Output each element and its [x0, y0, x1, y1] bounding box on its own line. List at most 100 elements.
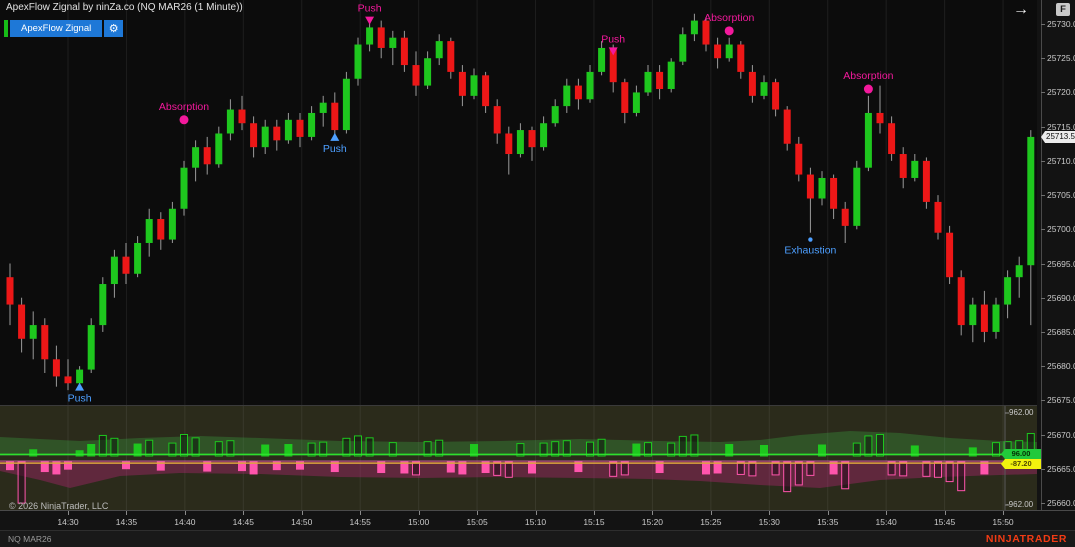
- delta-bar-positive: [667, 442, 676, 457]
- annotation-push: Push: [358, 3, 382, 25]
- delta-bar-negative: [272, 461, 281, 471]
- candle-down: [377, 27, 385, 48]
- time-tick-label: 15:30: [758, 517, 780, 527]
- annotation-label: Push: [323, 143, 347, 155]
- candle-up: [853, 167, 861, 226]
- delta-bar-negative: [528, 461, 536, 474]
- price-axis[interactable]: 25730.00 25725.00 25720.00 25715.00 25710.00…: [0, 0, 1075, 510]
- annotation-label: Absorption: [843, 70, 893, 82]
- candle-down: [888, 123, 896, 155]
- candle-down: [876, 112, 884, 124]
- delta-bar-positive: [586, 441, 594, 457]
- delta-bar-negative: [446, 461, 455, 473]
- candle-down: [458, 71, 466, 96]
- indicator-toolbar: ApexFlow Zignal ⚙: [4, 20, 124, 37]
- candle-up: [145, 219, 153, 243]
- delta-bar-negative: [64, 461, 72, 470]
- annotation-absorption: Absorption: [159, 101, 209, 125]
- candle-down: [946, 232, 954, 278]
- delta-bar-positive: [876, 433, 884, 457]
- candle-down: [737, 44, 745, 72]
- annotation-push: Push: [323, 132, 347, 155]
- delta-bar-positive: [968, 447, 977, 457]
- delta-bar-negative: [655, 461, 664, 474]
- candle-up: [192, 147, 200, 168]
- candle-up: [551, 106, 559, 124]
- annotation-label: Absorption: [159, 101, 209, 113]
- candle-up: [911, 160, 919, 178]
- delta-bar-negative: [17, 461, 26, 504]
- candle-up: [134, 242, 142, 274]
- candle-down: [400, 37, 408, 66]
- delta-bar-positive: [690, 434, 699, 457]
- delta-bar-positive: [725, 444, 734, 457]
- time-tick-label: 15:00: [407, 517, 430, 527]
- delta-bar-negative: [841, 461, 850, 490]
- candle-down: [795, 143, 803, 175]
- delta-bar-negative: [702, 461, 710, 475]
- time-tick-mark: [769, 511, 771, 515]
- candle-down: [934, 201, 942, 233]
- lower-scale-min-label: -962.00: [1006, 500, 1034, 509]
- time-tick-mark: [68, 511, 69, 515]
- fixed-scale-button[interactable]: F: [1056, 3, 1070, 16]
- scroll-to-latest-arrow-icon[interactable]: →: [1013, 1, 1029, 18]
- price-tick-mark: [1041, 195, 1045, 197]
- indicator-settings-button[interactable]: ⚙: [104, 20, 124, 37]
- apexflow-zignal-button[interactable]: ApexFlow Zignal: [10, 20, 103, 37]
- price-tick-label: 25665.00: [1047, 463, 1075, 474]
- copyright-note: © 2026 NinjaTrader, LLC: [9, 501, 109, 511]
- dot-marker-icon: [179, 115, 189, 125]
- time-tick-mark: [593, 511, 595, 515]
- triangle-down-icon: [608, 47, 618, 56]
- price-tick-label: 25675.00: [1047, 395, 1075, 406]
- chart-title: ApexFlow Zignal by ninZa.co (NQ MAR26 (1…: [6, 2, 243, 13]
- annotation-push: Push: [68, 382, 92, 405]
- time-tick-mark: [535, 511, 537, 515]
- price-tick-label: 25720.00: [1047, 87, 1075, 98]
- triangle-up-icon: [330, 132, 340, 141]
- candle-up: [690, 20, 698, 35]
- price-tick-mark: [1041, 263, 1045, 265]
- candle-up: [969, 304, 977, 326]
- candle-up: [354, 44, 362, 79]
- candle-up: [679, 34, 687, 62]
- delta-bar-positive: [435, 439, 444, 457]
- delta-bar-negative: [238, 461, 246, 472]
- candle-up: [110, 256, 118, 285]
- delta-bar-positive: [760, 444, 768, 457]
- delta-bar-negative: [481, 461, 490, 474]
- time-tick-label: 14:40: [174, 517, 196, 527]
- candle-down: [41, 325, 49, 360]
- delta-bar-negative: [922, 461, 931, 477]
- candle-down: [6, 277, 14, 305]
- delta-bar-negative: [6, 461, 14, 471]
- time-tick-mark: [652, 511, 654, 515]
- indicator-color-stripe: [4, 20, 8, 37]
- price-chart-canvas[interactable]: Push Absorption Push Push Push Absorption Exha…: [0, 0, 1041, 510]
- candle-down: [772, 82, 780, 110]
- time-tick-mark: [184, 511, 186, 515]
- delta-bar-negative: [771, 461, 780, 476]
- time-tick-label: 15:10: [524, 517, 547, 527]
- delta-bar-negative: [934, 461, 942, 478]
- delta-bar-negative: [493, 461, 502, 476]
- delta-bar-negative: [713, 461, 722, 474]
- annotation-label: Absorption: [704, 12, 754, 24]
- delta-bar-negative: [458, 461, 467, 475]
- candle-down: [922, 160, 930, 202]
- annotation-label: Push: [358, 3, 382, 15]
- candle-up: [226, 109, 234, 134]
- triangle-down-icon: [365, 16, 375, 25]
- delta-bar-negative: [296, 461, 304, 470]
- price-tick-mark: [1041, 366, 1045, 368]
- candle-down: [841, 208, 849, 226]
- candle-up: [563, 85, 571, 107]
- annotation-exhaustion: Exhaustion: [784, 237, 837, 257]
- dot-marker-icon: [808, 237, 813, 242]
- candle-up: [99, 284, 107, 326]
- time-axis[interactable]: 14:30 14:35 14:40 14:45 14:50 14:55 15:00 15:05…: [0, 510, 1075, 530]
- last-price-badge: 25713.50: [1041, 131, 1075, 143]
- delta-bar-negative: [40, 461, 49, 473]
- price-tick-mark: [1041, 24, 1045, 25]
